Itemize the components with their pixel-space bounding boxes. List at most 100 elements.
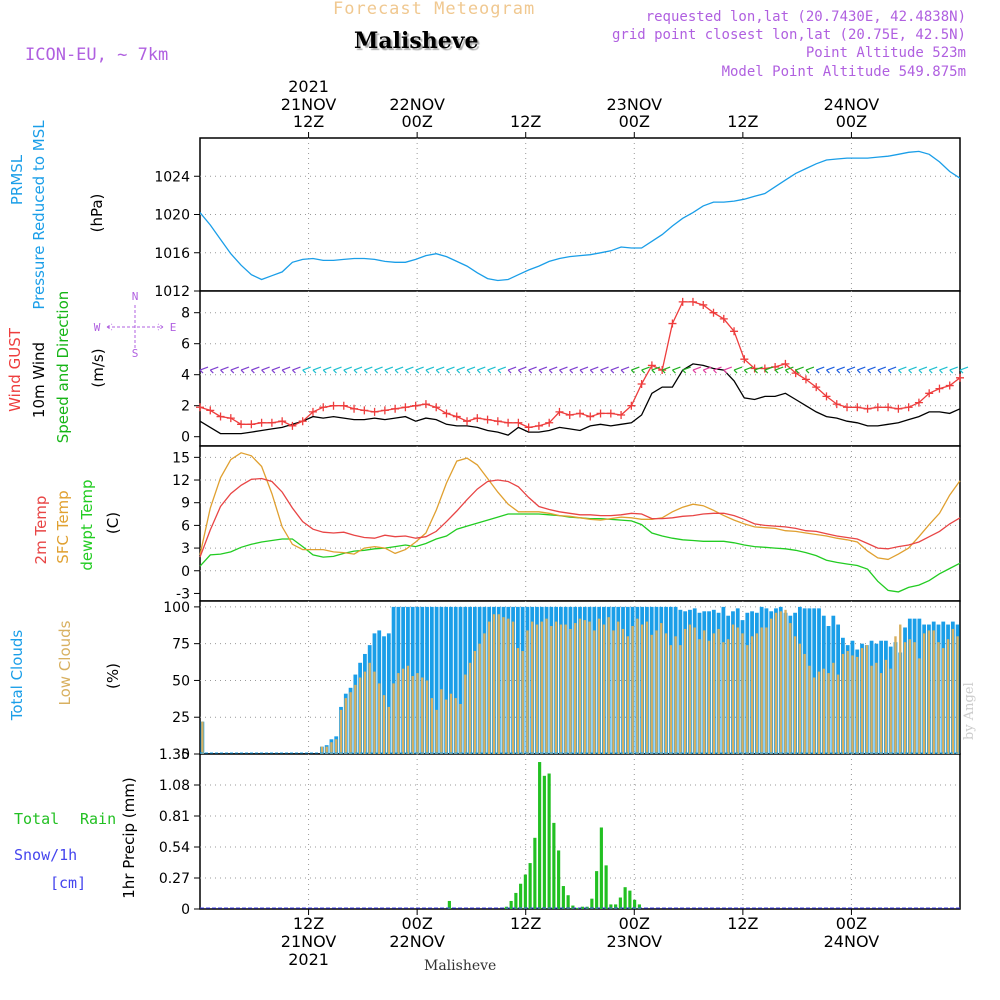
low-cloud-bar: [397, 673, 400, 754]
wind-direction-arrow: [466, 366, 476, 374]
low-cloud-bar: [416, 673, 419, 754]
rain-bar: [523, 874, 527, 909]
rain-bar: [447, 900, 451, 909]
requested-point: requested lon,lat (20.7430E, 42.4838N): [645, 9, 966, 25]
wind-direction-arrow: [682, 366, 691, 374]
ytick-label: 3: [181, 541, 190, 557]
wind-direction-arrow: [271, 366, 281, 374]
low-cloud-bar: [593, 630, 596, 754]
bottom-time-label: 12Z: [510, 914, 541, 933]
low-cloud-bar: [746, 645, 749, 754]
gust-marker: [401, 403, 410, 412]
gust-marker: [257, 418, 266, 427]
gust-marker: [658, 366, 667, 375]
precip-snow-unit: [cm]: [50, 874, 86, 892]
low-cloud-bar: [535, 624, 539, 754]
grid-point: grid point closest lon,lat (20.75E, 42.5…: [611, 27, 966, 43]
low-cloud-bar: [636, 618, 639, 754]
gust-marker: [832, 400, 841, 409]
low-cloud-bar: [354, 684, 357, 754]
wind-direction-arrow: [456, 366, 465, 374]
gust-marker: [801, 375, 810, 384]
wind-direction-arrow: [939, 366, 948, 374]
gust-marker: [812, 383, 821, 392]
bottom-time-label: 00Z: [619, 914, 650, 933]
low-cloud-bar: [903, 642, 907, 754]
panel-frame-1: [199, 290, 961, 447]
gust-marker: [925, 389, 934, 398]
wind-direction-arrow: [569, 366, 578, 374]
compass-west: W: [94, 321, 101, 334]
gust-marker: [247, 420, 256, 429]
panel-frame-4: [199, 753, 961, 910]
station-name: Malisheve: [354, 28, 479, 54]
gust-marker: [637, 380, 646, 388]
wind-direction-arrow: [548, 366, 558, 374]
low-cloud-bar: [879, 673, 883, 754]
low-cloud-bar: [726, 639, 730, 754]
low-cloud-bar: [765, 627, 768, 754]
wind-direction-arrow: [959, 366, 969, 374]
gust-marker: [699, 300, 708, 309]
total-clouds-label: Total Clouds: [8, 630, 26, 722]
total-cloud-bar: [449, 606, 453, 754]
rain-bar: [618, 897, 622, 909]
total-cloud-bar: [386, 633, 391, 754]
total-cloud-bar: [429, 606, 434, 754]
low-cloud-bar: [564, 624, 567, 754]
gust-marker: [473, 414, 482, 423]
wind-direction-arrow: [240, 366, 250, 374]
gust-marker: [288, 421, 297, 430]
low-cloud-bar: [650, 634, 653, 754]
ytick-label: 4: [181, 368, 190, 384]
low-cloud-bar: [703, 630, 706, 754]
gust-marker: [606, 409, 615, 418]
low-cloud-bar: [899, 624, 902, 754]
low-cloud-bar: [793, 636, 797, 754]
gust-marker: [298, 417, 307, 426]
compass-east: E: [170, 321, 177, 334]
ytick-label: 1024: [154, 169, 190, 185]
gust-marker: [678, 297, 687, 306]
bottom-time-label: 00Z: [401, 914, 432, 933]
rain-bar: [519, 883, 523, 909]
gust-marker: [267, 418, 276, 427]
wind-direction-arrow: [517, 366, 527, 374]
wind-direction-arrow: [754, 366, 763, 374]
wind-direction-arrow: [343, 366, 352, 374]
gust-marker: [740, 355, 749, 364]
rain-bar: [571, 905, 575, 909]
low-cloud-bar: [932, 630, 935, 754]
wind-direction-arrow: [630, 366, 640, 374]
low-cloud-bar: [578, 618, 582, 754]
low-cloud-bar: [435, 709, 438, 754]
wind-direction-arrow: [600, 366, 609, 374]
low-cloud-bar: [526, 630, 529, 754]
gust-marker: [421, 400, 430, 409]
low-cloud-bar: [502, 617, 505, 754]
wind-direction-arrow: [764, 366, 774, 374]
wind-direction-arrow: [610, 366, 620, 374]
low-cloud-bar: [655, 630, 658, 754]
ytick-label: 0.81: [159, 809, 190, 825]
low-cloud-bar: [483, 633, 486, 754]
wind-direction-arrow: [507, 366, 517, 374]
ytick-label: 0: [181, 747, 190, 763]
wind-direction-arrow: [476, 366, 486, 374]
gust-marker: [627, 401, 636, 410]
wind-direction-arrow: [702, 366, 712, 374]
wind-direction-arrow: [559, 366, 568, 374]
gust-marker: [319, 403, 328, 412]
temp2m-line: [199, 477, 961, 558]
low-cloud-bar: [373, 671, 376, 754]
total-cloud-bar: [453, 606, 458, 754]
wind-direction-arrow: [446, 366, 455, 374]
gust-marker: [370, 407, 379, 416]
low-cloud-bar: [851, 655, 854, 754]
wind-direction-arrow: [826, 366, 835, 374]
gust-marker: [863, 404, 872, 413]
total-cloud-bar: [391, 606, 396, 754]
rain-bar: [514, 892, 518, 909]
top-time-label: 12Z: [727, 112, 758, 131]
low-cloud-bar: [956, 636, 959, 754]
